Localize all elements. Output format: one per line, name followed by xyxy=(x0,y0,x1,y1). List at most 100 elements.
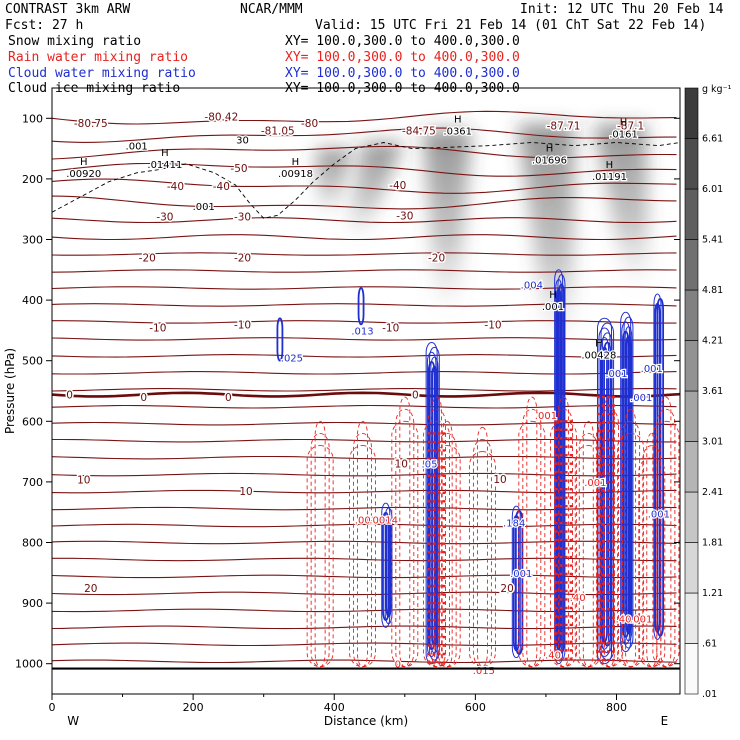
cloud-water-contour xyxy=(624,326,633,642)
y-tick-label: 1000 xyxy=(15,658,43,671)
isotherm-label: -87.1 xyxy=(617,121,644,133)
cloud-ice-max-label: .01191 xyxy=(592,172,627,183)
x-tick-label: 200 xyxy=(183,701,204,714)
rain-contour xyxy=(437,432,457,668)
isotherm-line xyxy=(52,371,677,375)
isotherm-label: -10 xyxy=(234,319,251,331)
cloud-ice-max-label: .0161 xyxy=(609,129,638,140)
isotherm-label: 0 xyxy=(140,392,147,404)
rain-contour xyxy=(595,420,623,668)
colorbar-swatch xyxy=(684,87,699,139)
snow-plume xyxy=(423,130,472,313)
y-tick-label: 300 xyxy=(22,234,43,247)
x-tick-label: 400 xyxy=(324,701,345,714)
rain-contour xyxy=(526,396,538,668)
isotherm-label: 10 xyxy=(239,486,252,498)
cloud-water-contour xyxy=(557,274,566,661)
isotherm-label: 10 xyxy=(77,474,90,486)
west-endpoint-label: W xyxy=(67,714,79,728)
rain-contour xyxy=(656,408,676,668)
rain-contour xyxy=(518,420,546,668)
isotherm-label: -81.05 xyxy=(261,125,295,137)
colorbar-label: 2.41 xyxy=(702,487,723,498)
colorbar-swatch xyxy=(684,643,699,695)
field-snow-name: Snow mixing ratio xyxy=(8,34,142,49)
rain-label: .40 xyxy=(570,593,586,604)
colorbar-label: .61 xyxy=(702,639,717,650)
colorbar-swatch xyxy=(684,340,699,392)
y-tick-label: 800 xyxy=(22,537,43,550)
y-tick-label: 900 xyxy=(22,597,43,610)
cloud-water-contour xyxy=(381,502,391,628)
field-rain-name: Rain water mixing ratio xyxy=(8,50,189,65)
high-marker: H xyxy=(80,157,88,168)
isotherm-line xyxy=(52,217,677,224)
rain-contour xyxy=(314,420,326,668)
colorbar-swatch xyxy=(684,390,699,442)
isotherm-label: -30 xyxy=(156,211,173,223)
cloud-water-contour xyxy=(427,361,436,651)
isotherm-line xyxy=(52,252,677,256)
cloud-ice-max-label: .01696 xyxy=(532,156,567,167)
isotherm-label: -20 xyxy=(139,253,156,265)
cloud-ice-max-label: .00918 xyxy=(278,169,313,180)
colorbar-label: 3.01 xyxy=(702,437,723,448)
rain-label: .40 xyxy=(616,614,632,625)
cloud-water-label: .001 xyxy=(605,369,627,380)
rain-contour xyxy=(660,396,672,668)
isotherm-label: -87.71 xyxy=(547,121,581,133)
colorbar-swatch xyxy=(684,289,699,341)
cloud-water-label: .184 xyxy=(503,519,525,530)
rain-contour xyxy=(433,445,461,668)
high-marker: H xyxy=(606,160,614,171)
rain-contour xyxy=(427,408,447,668)
y-axis-label: Pressure (hPa) xyxy=(3,348,17,434)
isotherm-line xyxy=(52,162,677,177)
isotherm-line xyxy=(52,659,677,664)
high-marker: H xyxy=(620,117,628,128)
field-cloudwater-name: Cloud water mixing ratio xyxy=(8,66,196,81)
high-marker: H xyxy=(549,290,557,301)
cloud-water-label: .001 xyxy=(630,393,652,404)
rain-label: .001 xyxy=(630,614,652,625)
field-rain-xy: XY= 100.0,300.0 to 400.0,300.0 xyxy=(285,50,520,65)
rain-contour xyxy=(578,432,598,668)
cloud-water-label: .025 xyxy=(281,354,303,365)
isotherm-label: 0 xyxy=(412,390,419,402)
model-title: CONTRAST 3km ARW xyxy=(5,2,131,17)
forecast-hour: Fcst: 27 h xyxy=(5,18,84,33)
isotherm-line xyxy=(52,195,677,210)
cloud-water-label: .001 xyxy=(510,569,532,580)
plot-frame xyxy=(51,87,681,695)
colorbar-label: 4.21 xyxy=(702,336,723,347)
east-endpoint-label: E xyxy=(661,714,669,728)
snow-plume xyxy=(594,124,650,288)
cloud-water-label: .013 xyxy=(351,326,373,337)
rain-contour xyxy=(554,408,574,668)
isotherm-label: -50 xyxy=(230,163,247,175)
colorbar-unit: g kg⁻¹ xyxy=(702,84,732,95)
rain-contour xyxy=(353,432,372,668)
cloud-ice-contour-label: 30 xyxy=(236,136,249,147)
isotherm-label: 10 xyxy=(395,459,408,471)
cloud-ice-contour-label: .001 xyxy=(193,202,215,213)
isotherm-line xyxy=(52,557,677,562)
y-tick-label: 100 xyxy=(22,112,43,125)
cloud-water-label: .001 xyxy=(641,364,663,375)
field-snow-xy: XY= 100.0,300.0 to 400.0,300.0 xyxy=(285,34,520,49)
isotherm-line xyxy=(52,178,677,194)
cloud-ice-contour-label: .001 xyxy=(126,142,148,153)
isotherm-label: -10 xyxy=(484,319,501,331)
rain-contour xyxy=(395,408,415,668)
isotherm-line xyxy=(52,110,677,125)
cloud-water-contour xyxy=(276,317,284,362)
isotherm-line xyxy=(52,388,677,392)
cloud-water-contour xyxy=(622,330,630,638)
isotherm-line xyxy=(52,337,677,341)
cloud-water-contour xyxy=(555,278,563,657)
x-tick-label: 0 xyxy=(49,701,56,714)
rain-contour xyxy=(431,396,443,668)
y-tick-label: 700 xyxy=(22,476,43,489)
isotherm-label: -20 xyxy=(234,253,251,265)
isotherm-line xyxy=(52,438,677,443)
